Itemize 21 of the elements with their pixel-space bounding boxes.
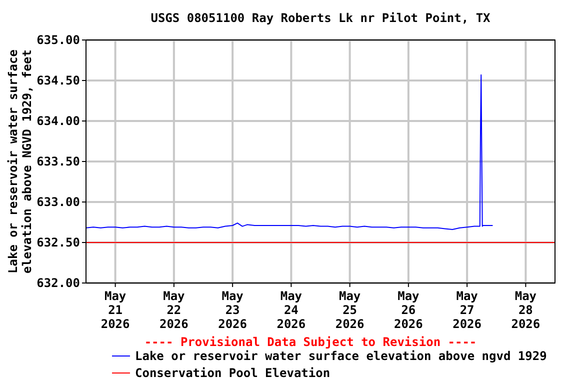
legend-label: Lake or reservoir water surface elevation above ngvd 1929 (135, 349, 547, 363)
line-series (86, 74, 494, 230)
x-tick-label: May 24 2026 (276, 289, 306, 331)
text: ---- Provisional Data Subject to Revision ---- (144, 335, 477, 349)
x-tick-label: May 21 2026 (100, 289, 130, 331)
x-tick-label: May 27 2026 (452, 289, 482, 331)
y-tick-label: 634.50 (36, 74, 80, 88)
x-tick-label: May 26 2026 (394, 289, 423, 331)
y-tick-label: 632.50 (36, 236, 80, 250)
y-tick-label: 635.00 (36, 33, 80, 47)
x-tick-label: May 22 2026 (159, 289, 188, 331)
y-axis-title: Lake or reservoir water surface elevation above NGVD 1929, feet (6, 50, 34, 274)
y-tick-label: 633.50 (36, 154, 80, 168)
x-tick-label: May 28 2026 (511, 289, 540, 331)
y-tick-label: 632.00 (36, 276, 80, 290)
x-tick-label: May 25 2026 (335, 289, 364, 331)
x-tick-label: May 23 2026 (218, 289, 248, 331)
legend-label: Conservation Pool Elevation (135, 366, 330, 380)
y-tick-label: 633.00 (36, 195, 80, 209)
y-tick-label: 634.00 (36, 114, 80, 128)
chart-title: USGS 08051100 Ray Roberts Lk nr Pilot Point, TX (150, 11, 492, 25)
